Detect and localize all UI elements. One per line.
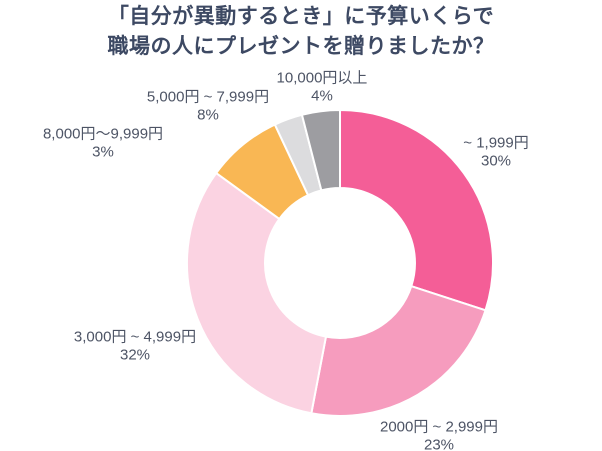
chart-title-line2: 職場の人にプレゼントを贈りましたか？ [107, 35, 495, 58]
slice-percent: 30% [480, 152, 512, 169]
slice-percent: 32% [119, 346, 151, 363]
slice-label-2000-2999: 2000円 ~ 2,999円 23% [380, 419, 498, 451]
chart-title-line1: 「自分が異動するとき」に予算いくらで [107, 5, 495, 28]
slice-range: 10,000円以上 [276, 69, 368, 87]
donut-slice-5 [300, 109, 341, 192]
donut-slice-2 [186, 172, 327, 415]
slice-percent: 4% [311, 87, 333, 104]
donut-slice-1 [310, 285, 487, 417]
slice-range: 2000円 ~ 2,999円 [379, 418, 499, 436]
slice-percent: 3% [92, 143, 114, 160]
slice-range: 3,000円 ~ 4,999円 [73, 328, 197, 346]
slice-range: 5,000円 ~ 7,999円 [146, 88, 270, 106]
slice-label-5000-7999: 5,000円 ~ 7,999円 8% [147, 89, 269, 124]
slice-range: 8,000円～9,999円 [42, 125, 164, 143]
slice-label-3000-4999: 3,000円 ~ 4,999円 32% [74, 329, 196, 364]
slice-percent: 23% [423, 436, 455, 451]
chart-title: 「自分が異動するとき」に予算いくらで 職場の人にプレゼントを贈りましたか？ [0, 2, 602, 62]
slice-label-under-1999: ~ 1,999円 30% [463, 135, 528, 170]
slice-label-over-10000: 10,000円以上 4% [277, 70, 368, 105]
slice-percent: 8% [197, 106, 219, 123]
donut-slice-0 [339, 109, 494, 312]
slice-label-8000-9999: 8,000円～9,999円 3% [43, 126, 163, 161]
slice-range: ~ 1,999円 [463, 134, 529, 152]
